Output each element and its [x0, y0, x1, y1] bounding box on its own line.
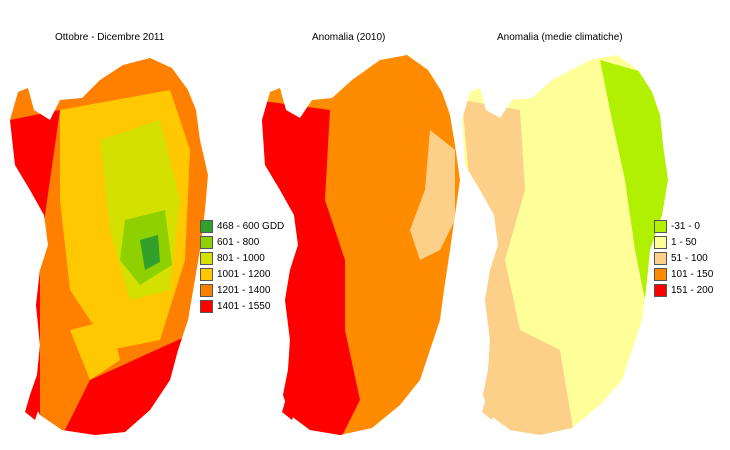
map1-gdd — [10, 58, 208, 435]
legend-anomaly-item: 51 - 100 — [654, 250, 713, 266]
legend-label: 101 - 150 — [671, 268, 714, 280]
legend-swatch — [200, 235, 213, 249]
legend-swatch — [654, 219, 667, 233]
legend-swatch — [654, 251, 667, 265]
map3-zone-neg31-0 — [600, 60, 668, 300]
legend-anomaly-item: 101 - 150 — [654, 266, 713, 282]
legend-label: 51 - 100 — [671, 252, 708, 264]
legend-gdd-item: 1401 - 1550 — [200, 298, 284, 314]
legend-swatch — [654, 235, 667, 249]
legend-swatch — [200, 299, 213, 313]
legend-label: 151 - 200 — [671, 284, 714, 296]
legend-label: 468 - 600 GDD — [217, 220, 285, 232]
map1-island — [25, 395, 40, 420]
map3-zone-51-100 — [462, 100, 575, 435]
legend-anomaly-item: 1 - 50 — [654, 234, 713, 250]
legend-swatch — [200, 283, 213, 297]
map2-title: Anomalia (2010) — [312, 32, 386, 43]
legend-swatch — [200, 251, 213, 265]
map2-island — [282, 395, 297, 420]
legend-swatch — [654, 283, 667, 297]
legend-gdd-item: 801 - 1000 — [200, 250, 284, 266]
legend-gdd-item: 1001 - 1200 — [200, 266, 284, 282]
legend-label: 1 - 50 — [671, 236, 697, 248]
legend-swatch — [200, 267, 213, 281]
map1-title: Ottobre - Dicembre 2011 — [55, 32, 165, 43]
legend-anomaly-item: 151 - 200 — [654, 282, 713, 298]
legend-label: 801 - 1000 — [217, 252, 265, 264]
map3-island — [482, 395, 497, 420]
map1-zone-468-600 — [140, 235, 160, 270]
legend-label: 601 - 800 — [217, 236, 260, 248]
legend-gdd-item: 1201 - 1400 — [200, 282, 284, 298]
legend-swatch — [200, 219, 213, 233]
legend-gdd: 468 - 600 GDD 601 - 800 801 - 1000 1001 … — [200, 218, 284, 314]
legend-anomaly: -31 - 0 1 - 50 51 - 100 101 - 150 151 - … — [654, 218, 713, 298]
legend-swatch — [654, 267, 667, 281]
legend-gdd-item: 601 - 800 — [200, 234, 284, 250]
legend-label: 1201 - 1400 — [217, 284, 271, 296]
legend-gdd-item: 468 - 600 GDD — [200, 218, 284, 234]
map3-title: Anomalia (medie climatiche) — [497, 32, 623, 43]
legend-label: 1401 - 1550 — [217, 300, 271, 312]
legend-label: 1001 - 1200 — [217, 268, 271, 280]
map3-anomaly-climatic — [462, 55, 668, 435]
map1-zone-1001-1200-south — [70, 320, 120, 380]
legend-anomaly-item: -31 - 0 — [654, 218, 713, 234]
map2-zone-51-100 — [410, 130, 455, 260]
legend-label: -31 - 0 — [671, 220, 700, 232]
